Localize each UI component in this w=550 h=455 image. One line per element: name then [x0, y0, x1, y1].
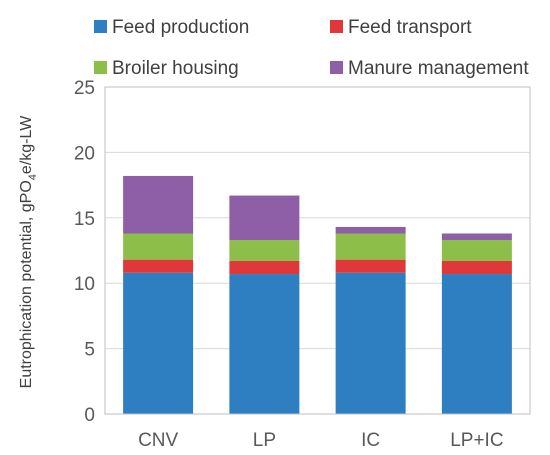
bar-segment	[229, 240, 300, 261]
y-tick-label: 0	[84, 405, 95, 426]
x-tick-label: LP	[253, 430, 276, 451]
bar-segment	[123, 259, 194, 273]
bar-segment	[441, 240, 512, 261]
y-axis-ticks: 0 5 10 15 20 25	[74, 78, 95, 426]
x-tick-label: LP+IC	[450, 430, 503, 451]
bar-segment	[229, 260, 300, 275]
bar-segment	[123, 175, 194, 234]
x-tick-label: IC	[361, 430, 380, 451]
bar-segment	[123, 272, 194, 414]
bar-segment	[441, 260, 512, 275]
legend-label: Feed transport	[348, 17, 472, 38]
legend-label: Manure management	[348, 58, 529, 79]
bar-segment	[335, 233, 406, 260]
y-tick-label: 15	[74, 209, 95, 230]
bar-segment	[441, 274, 512, 414]
bar-segment	[229, 195, 300, 241]
legend-label: Feed production	[112, 17, 249, 38]
bar-segment	[335, 259, 406, 273]
bar-segment	[229, 274, 300, 414]
y-tick-label: 20	[74, 143, 95, 164]
bar-segment	[335, 272, 406, 414]
y-axis-label: Eutrophication potential, gPO4e/kg-LW	[18, 115, 39, 389]
y-tick-label: 25	[74, 78, 95, 99]
y-tick-label: 5	[84, 340, 95, 361]
legend-swatch	[94, 20, 107, 33]
legend-swatch	[94, 61, 107, 74]
plot-border	[104, 86, 531, 415]
bar-segment	[335, 226, 406, 234]
legend: Feed production Feed transport Broiler hou…	[94, 17, 529, 79]
legend-swatch	[330, 61, 343, 74]
bars	[123, 175, 512, 414]
legend-label: Broiler housing	[112, 58, 239, 79]
x-axis-ticks: CNV LP IC LP+IC	[138, 430, 503, 451]
plot-frame	[104, 86, 531, 415]
y-tick-label: 10	[74, 274, 95, 295]
bar-segment	[123, 233, 194, 260]
x-tick-label: CNV	[138, 430, 178, 451]
legend-swatch	[330, 20, 343, 33]
bar-segment	[441, 233, 512, 241]
